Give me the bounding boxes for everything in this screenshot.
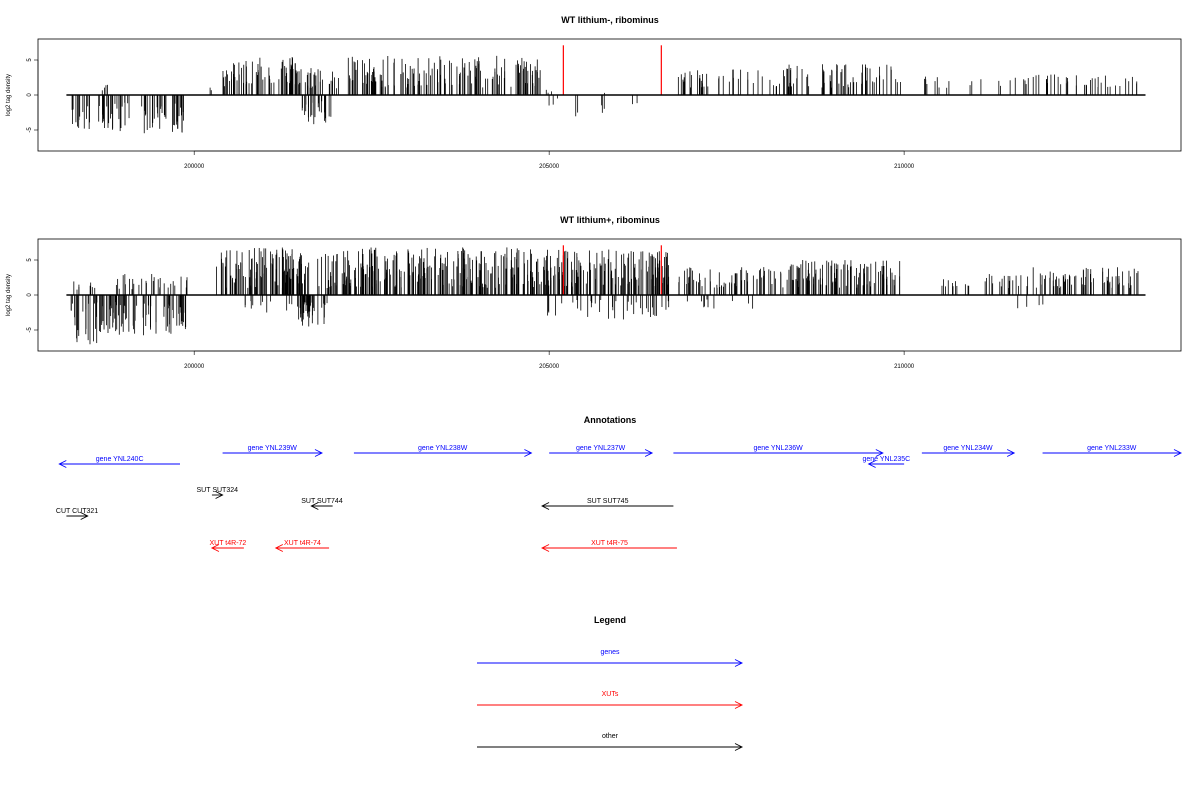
bars-group — [66, 45, 1146, 134]
arrow-head-icon — [644, 449, 654, 457]
annotation-feature: SUT SUT744 — [301, 498, 343, 510]
legend-items: genes XUTs other — [477, 649, 744, 751]
annotation-feature: SUT SUT745 — [541, 498, 674, 510]
annotation-feature: XUT t4R-75 — [541, 540, 677, 552]
x-axis: 200000 205000 210000 — [184, 150, 915, 170]
y-axis: -5 0 5 — [27, 258, 39, 333]
y-tick-label: -5 — [27, 327, 33, 333]
annotation-feature: CUT CUT321 — [56, 508, 98, 520]
annotation-feature: gene YNL238W — [353, 445, 533, 457]
feature-label: gene YNL235C — [863, 456, 911, 463]
y-tick-label: -5 — [27, 127, 33, 133]
x-tick-label: 210000 — [894, 164, 915, 170]
annotations-title: Annotations — [584, 415, 637, 425]
arrow-head-icon — [541, 544, 550, 552]
y-axis: -5 0 5 — [27, 58, 39, 133]
annotation-feature: gene YNL239W — [222, 445, 323, 457]
y-tick-label: 5 — [27, 58, 33, 62]
annotation-feature: XUT t4R-74 — [274, 540, 330, 552]
legend-title: Legend — [594, 615, 626, 625]
legend: Legend genes XUTs other — [477, 615, 744, 751]
x-tick-label: 200000 — [184, 364, 205, 370]
annotation-feature: SUT SUT324 — [197, 487, 239, 499]
annotation-feature: gene YNL233W — [1042, 445, 1183, 457]
legend-label: genes — [600, 649, 620, 656]
legend-item: other — [477, 733, 744, 751]
arrow-head-icon — [58, 460, 67, 468]
feature-label: XUT t4R-72 — [209, 540, 246, 547]
arrow-head-icon — [80, 512, 89, 520]
y-axis-label: log2 tag density — [6, 74, 12, 116]
legend-label: XUTs — [602, 691, 619, 698]
arrow-head-icon — [274, 544, 284, 552]
feature-label: XUT t4R-75 — [591, 540, 628, 547]
feature-label: gene YNL233W — [1087, 445, 1137, 452]
arrow-head-icon — [541, 502, 550, 510]
feature-label: gene YNL238W — [418, 445, 468, 452]
feature-label: gene YNL239W — [248, 445, 298, 452]
annotation-features: gene YNL240C gene YNL239W gene YNL238W gene… — [56, 445, 1183, 552]
x-axis: 200000 205000 210000 — [184, 350, 915, 370]
y-tick-label: 0 — [27, 93, 33, 97]
feature-label: SUT SUT744 — [301, 498, 343, 505]
arrow-head-icon — [734, 659, 744, 667]
feature-label: gene YNL237W — [576, 445, 626, 452]
feature-label: gene YNL240C — [96, 456, 144, 463]
x-tick-label: 210000 — [894, 364, 915, 370]
y-tick-label: 0 — [27, 293, 33, 297]
legend-item: genes — [477, 649, 744, 667]
chart-title: WT lithium+, ribominus — [560, 215, 660, 225]
arrow-head-icon — [314, 449, 323, 457]
feature-label: gene YNL234W — [943, 445, 993, 452]
bars-group — [66, 245, 1146, 345]
feature-label: SUT SUT324 — [197, 487, 239, 494]
arrow-head-icon — [210, 544, 220, 552]
annotation-feature: gene YNL235C — [863, 456, 911, 468]
annotation-feature: gene YNL236W — [673, 445, 884, 457]
feature-label: CUT CUT321 — [56, 508, 98, 515]
annotation-feature: gene YNL234W — [921, 445, 1016, 457]
arrow-head-icon — [867, 460, 876, 468]
chart-panel-lithium-plus: WT lithium+, ribominus log2 tag density … — [6, 215, 1182, 370]
annotation-feature: XUT t4R-72 — [209, 540, 246, 552]
arrow-head-icon — [215, 491, 224, 499]
arrow-head-icon — [734, 743, 744, 751]
chart-title: WT lithium-, ribominus — [561, 15, 659, 25]
feature-label: XUT t4R-74 — [284, 540, 321, 547]
arrow-head-icon — [1173, 449, 1183, 457]
arrow-head-icon — [875, 449, 884, 457]
arrow-head-icon — [524, 449, 533, 457]
x-tick-label: 205000 — [539, 164, 560, 170]
legend-item: XUTs — [477, 691, 744, 709]
x-tick-label: 205000 — [539, 364, 560, 370]
arrow-head-icon — [1006, 449, 1016, 457]
feature-label: gene YNL236W — [753, 445, 803, 452]
arrow-head-icon — [734, 701, 744, 709]
y-axis-label: log2 tag density — [6, 274, 12, 316]
annotation-feature: gene YNL240C — [58, 456, 180, 468]
annotation-feature: gene YNL237W — [549, 445, 654, 457]
feature-label: SUT SUT745 — [587, 498, 629, 505]
arrow-head-icon — [310, 502, 319, 510]
y-tick-label: 5 — [27, 258, 33, 262]
x-tick-label: 200000 — [184, 164, 205, 170]
chart-panel-lithium-minus: WT lithium-, ribominus log2 tag density … — [6, 15, 1182, 170]
legend-label: other — [602, 733, 619, 740]
